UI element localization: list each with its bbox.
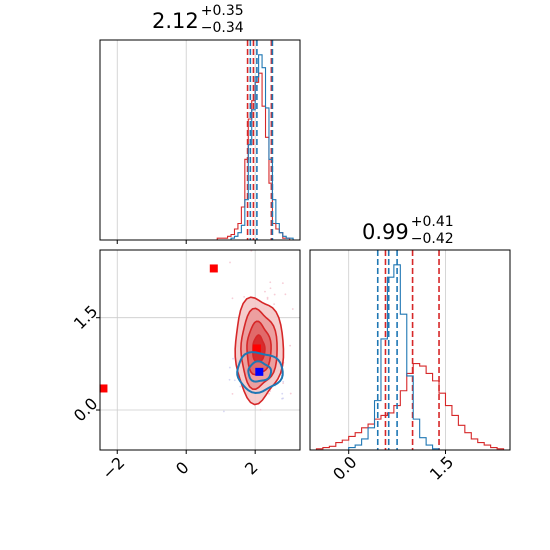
- contour-series-1-sample: [239, 385, 242, 388]
- contour-series-0-sample: [291, 308, 294, 310]
- contour-series-0-sample: [273, 303, 276, 305]
- contour-series-0-marker: [252, 344, 261, 353]
- bottom-right-title-minus: −0.42: [410, 231, 454, 247]
- contour-series-0-sample: [231, 392, 234, 395]
- top-left-hist-frame: [99, 39, 301, 241]
- contour-series-0-sample: [312, 337, 314, 339]
- contour-series-1-sample: [233, 379, 236, 382]
- contour-series-1-sample: [282, 380, 285, 383]
- contour-series-0-sample: [269, 287, 272, 290]
- contour-series-1-sample: [222, 410, 225, 413]
- bottom-right-hist-frame: [309, 249, 511, 451]
- contour-series-0-sample: [231, 297, 234, 300]
- contour-series-0-sample: [268, 392, 270, 395]
- contour-series-0-sample: [266, 296, 269, 299]
- contour-ytick-label: 1.5: [70, 302, 101, 333]
- top-left-title-value: 2.12: [152, 9, 199, 33]
- bottom-right-hist-xtick-label: 1.5: [426, 452, 457, 483]
- bottom-right-title: 0.99 +0.41 −0.42: [362, 214, 454, 247]
- contour-series-0-sample: [282, 382, 285, 384]
- bottom-right-hist-series-0-hist: [310, 363, 510, 451]
- contour-series-0-sample: [264, 290, 266, 293]
- contour-ytick-label: 0.0: [70, 394, 101, 425]
- contour-series-0-sample: [289, 344, 292, 347]
- contour-series-1-sample: [282, 397, 284, 400]
- top-left-title-minus: −0.34: [200, 20, 244, 36]
- contour-series-0-sample: [266, 298, 269, 300]
- contour-series-0-sample: [284, 293, 287, 296]
- contour-series-0-sample: [243, 295, 246, 298]
- contour-series-1-level-0: [236, 351, 284, 394]
- contour-series-0-sample: [269, 281, 272, 284]
- top-left-hist-series-1-hist: [210, 54, 300, 241]
- contour-series-0-sample: [259, 408, 262, 411]
- contour-series-1-sample: [281, 392, 284, 395]
- contour-series-1-marker: [255, 367, 264, 376]
- top-left-title-plus: +0.35: [200, 3, 244, 19]
- bottom-right-hist-xtick-label: 0.0: [329, 452, 360, 483]
- contour-series-0-sample: [281, 282, 284, 285]
- bottom-right-title-value: 0.99: [362, 220, 409, 244]
- bottom-right-title-plus: +0.41: [410, 214, 454, 230]
- contour-xtick-label: −2: [98, 453, 128, 483]
- contour-series-0-sample: [229, 261, 231, 264]
- contour-series-0-sample: [273, 293, 276, 296]
- contour-series-1-sample: [228, 366, 231, 369]
- contour-series-1-sample: [232, 357, 234, 360]
- contour-series-0-sample: [289, 392, 292, 395]
- contour-series-1-level-1: [247, 360, 273, 383]
- top-left-title: 2.12 +0.35 −0.34: [152, 3, 244, 36]
- bottom-right-hist-series-1-hist: [310, 264, 510, 451]
- contour-frame: [99, 249, 301, 451]
- contour-xtick-label: 2: [241, 458, 262, 479]
- contour-series-1-sample: [228, 378, 231, 381]
- contour-xtick-label: 0: [172, 458, 193, 479]
- contour-extra-marker-1: [99, 384, 108, 393]
- contour-extra-marker-0: [209, 264, 218, 273]
- contour-plot-area: [222, 250, 314, 413]
